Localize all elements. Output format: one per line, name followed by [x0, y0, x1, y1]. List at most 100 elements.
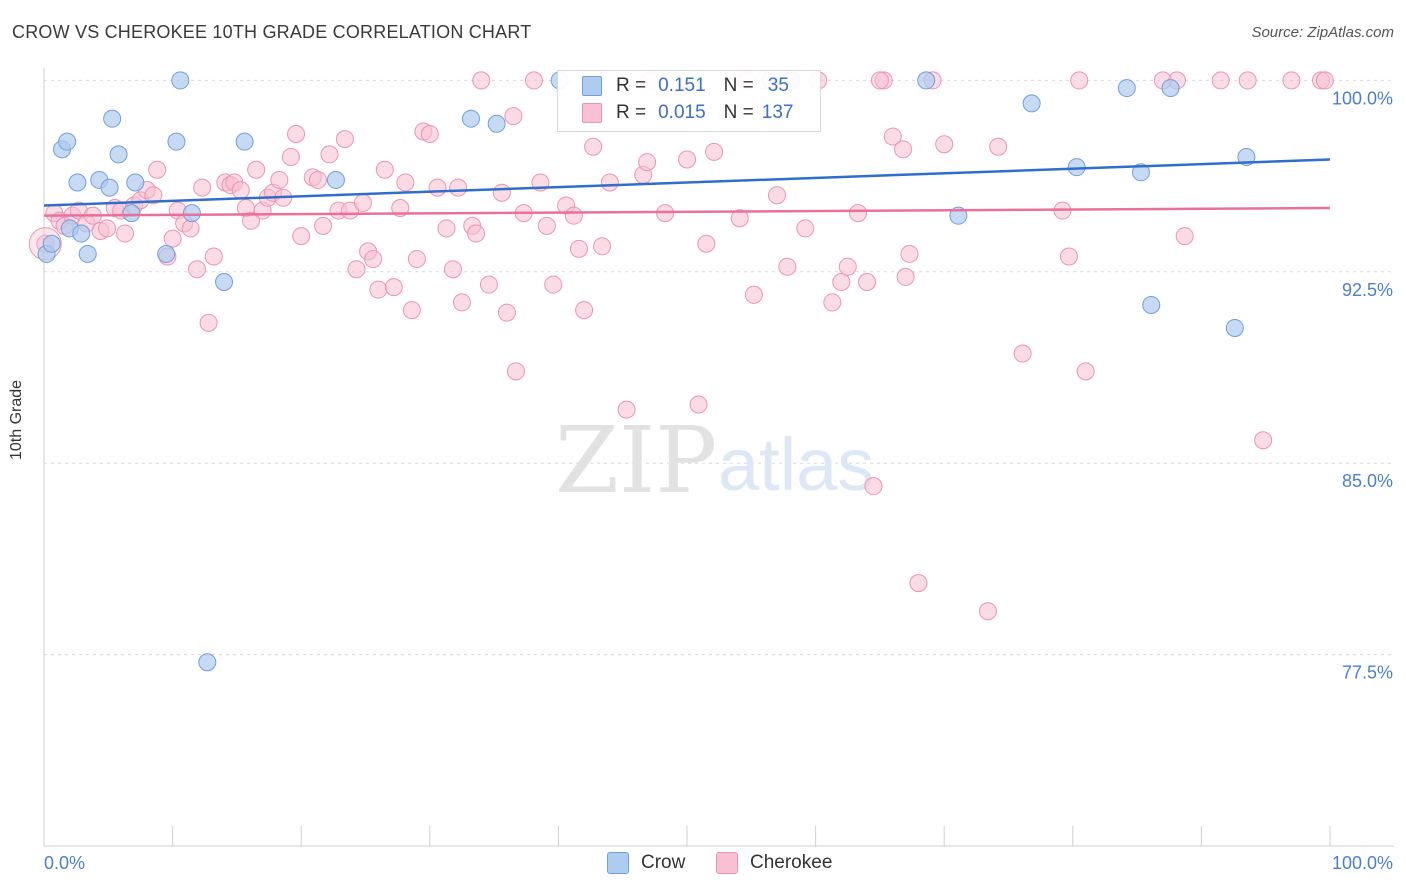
legend-row-cherokee: R = 0.015 N = 137	[582, 100, 793, 126]
cherokee-point-40	[287, 125, 306, 144]
crow-n-label: N =	[723, 75, 754, 96]
crow-point-18	[198, 653, 217, 672]
x-tick-label-0: 0.0%	[44, 853, 85, 873]
cherokee-point-92	[678, 150, 696, 169]
cherokee-point-71	[492, 183, 511, 202]
crow-point-14	[157, 244, 176, 263]
crow-point-35	[1225, 318, 1244, 337]
crow-point-20	[235, 132, 254, 151]
cherokee-point-32	[242, 211, 261, 230]
crow-point-34	[1161, 79, 1180, 98]
cherokee-point-45	[320, 145, 339, 164]
tick-labels: 100.0% 92.5% 85.0% 77.5% 0.0% 100.0%	[44, 88, 1393, 873]
cherokee-point-68	[467, 224, 486, 243]
cherokee-point-101	[778, 257, 797, 276]
chart-title: CROW VS CHEROKEE 10TH GRADE CORRELATION …	[12, 22, 532, 42]
cherokee-point-33	[247, 160, 266, 179]
crow-point-6	[72, 224, 91, 243]
cherokee-point-30	[231, 181, 250, 200]
crow-point-19	[215, 273, 234, 292]
cherokee-point-66	[452, 293, 471, 312]
cherokee-point-53	[369, 280, 388, 299]
legend-row-crow: R = 0.151 N = 35	[582, 73, 789, 99]
crow-trend-line	[43, 158, 1331, 207]
y-axis-label: 10th Grade	[8, 379, 25, 460]
crow-point-10	[103, 109, 122, 128]
cherokee-point-52	[364, 250, 383, 269]
cherokee-point-118	[978, 602, 997, 621]
y-tick-label-0: 100.0%	[1332, 88, 1393, 108]
cherokee-point-127	[1211, 71, 1230, 90]
cherokee-point-41	[292, 227, 311, 246]
cherokee-point-104	[823, 293, 842, 312]
cherokee-point-24	[193, 178, 212, 197]
cherokee-point-109	[864, 477, 883, 496]
cherokee-point-128	[1238, 71, 1257, 90]
cherokee-point-105	[832, 273, 851, 292]
cherokee-point-95	[705, 142, 724, 161]
watermark: ZIP atlas	[555, 407, 874, 514]
cherokee-point-124	[1076, 362, 1095, 381]
crow-r-value: 0.151	[658, 75, 706, 96]
cherokee-r-value: 0.015	[658, 102, 706, 123]
cherokee-r-label: R =	[616, 102, 647, 123]
cherokee-point-78	[537, 216, 556, 235]
cherokee-legend-label: Cherokee	[750, 852, 833, 873]
cherokee-trend-line	[43, 206, 1331, 217]
cherokee-point-19	[163, 229, 182, 248]
cherokee-point-117	[935, 135, 954, 154]
cherokee-point-93	[689, 395, 708, 414]
cherokee-point-96	[730, 209, 749, 228]
cherokee-point-58	[402, 301, 421, 320]
cherokee-point-98	[744, 285, 763, 304]
legend-item-crow[interactable]: Crow	[607, 852, 685, 874]
cherokee-point-79	[544, 275, 563, 294]
cherokee-point-54	[375, 160, 394, 179]
crow-point-9	[100, 178, 119, 197]
cherokee-point-94	[697, 234, 716, 253]
crow-point-27	[917, 71, 936, 90]
trend-lines	[43, 158, 1331, 217]
legend-item-cherokee[interactable]: Cherokee	[716, 852, 832, 874]
cherokee-point-115	[909, 574, 928, 593]
cherokee-point-64	[443, 260, 462, 279]
cherokee-point-63	[437, 219, 456, 238]
source-label: Source: ZipAtlas.com	[1251, 24, 1394, 41]
cherokee-n-label: N =	[723, 102, 754, 123]
crow-legend-label: Crow	[641, 852, 686, 873]
y-tick-label-3: 77.5%	[1342, 663, 1393, 683]
cherokee-point-44	[314, 216, 333, 235]
crow-swatch	[582, 76, 602, 96]
series-legend: Crow Cherokee	[0, 852, 1406, 878]
cherokee-point-119	[989, 137, 1008, 156]
crow-legend-swatch	[607, 852, 629, 874]
crow-point-22	[461, 109, 480, 128]
cherokee-point-69	[472, 71, 491, 90]
cherokee-point-120	[1013, 344, 1032, 363]
axes	[43, 68, 1394, 847]
cherokee-point-26	[204, 247, 223, 266]
crow-point-11	[109, 145, 128, 164]
cherokee-point-50	[353, 193, 372, 212]
cherokee-point-37	[270, 170, 289, 189]
cherokee-point-100	[768, 186, 787, 205]
cherokee-point-87	[617, 400, 636, 419]
crow-point-12	[122, 204, 141, 223]
crow-point-16	[171, 71, 190, 90]
grid-lines	[44, 79, 1394, 656]
cherokee-point-72	[497, 303, 516, 322]
cherokee-point-114	[900, 244, 919, 263]
cherokee-point-108	[858, 273, 877, 292]
cherokee-point-12	[116, 224, 135, 243]
crow-point-32	[1131, 163, 1150, 182]
cherokee-swatch	[582, 103, 602, 123]
x-tick-label-1: 100.0%	[1332, 853, 1393, 873]
cherokee-point-111	[883, 127, 902, 146]
cherokee-point-129	[1254, 431, 1273, 450]
crow-point-3	[58, 132, 77, 151]
cherokee-point-61	[420, 125, 439, 144]
cherokee-point-59	[407, 250, 426, 269]
cherokee-point-112	[894, 140, 913, 159]
crow-point-15	[167, 132, 186, 151]
